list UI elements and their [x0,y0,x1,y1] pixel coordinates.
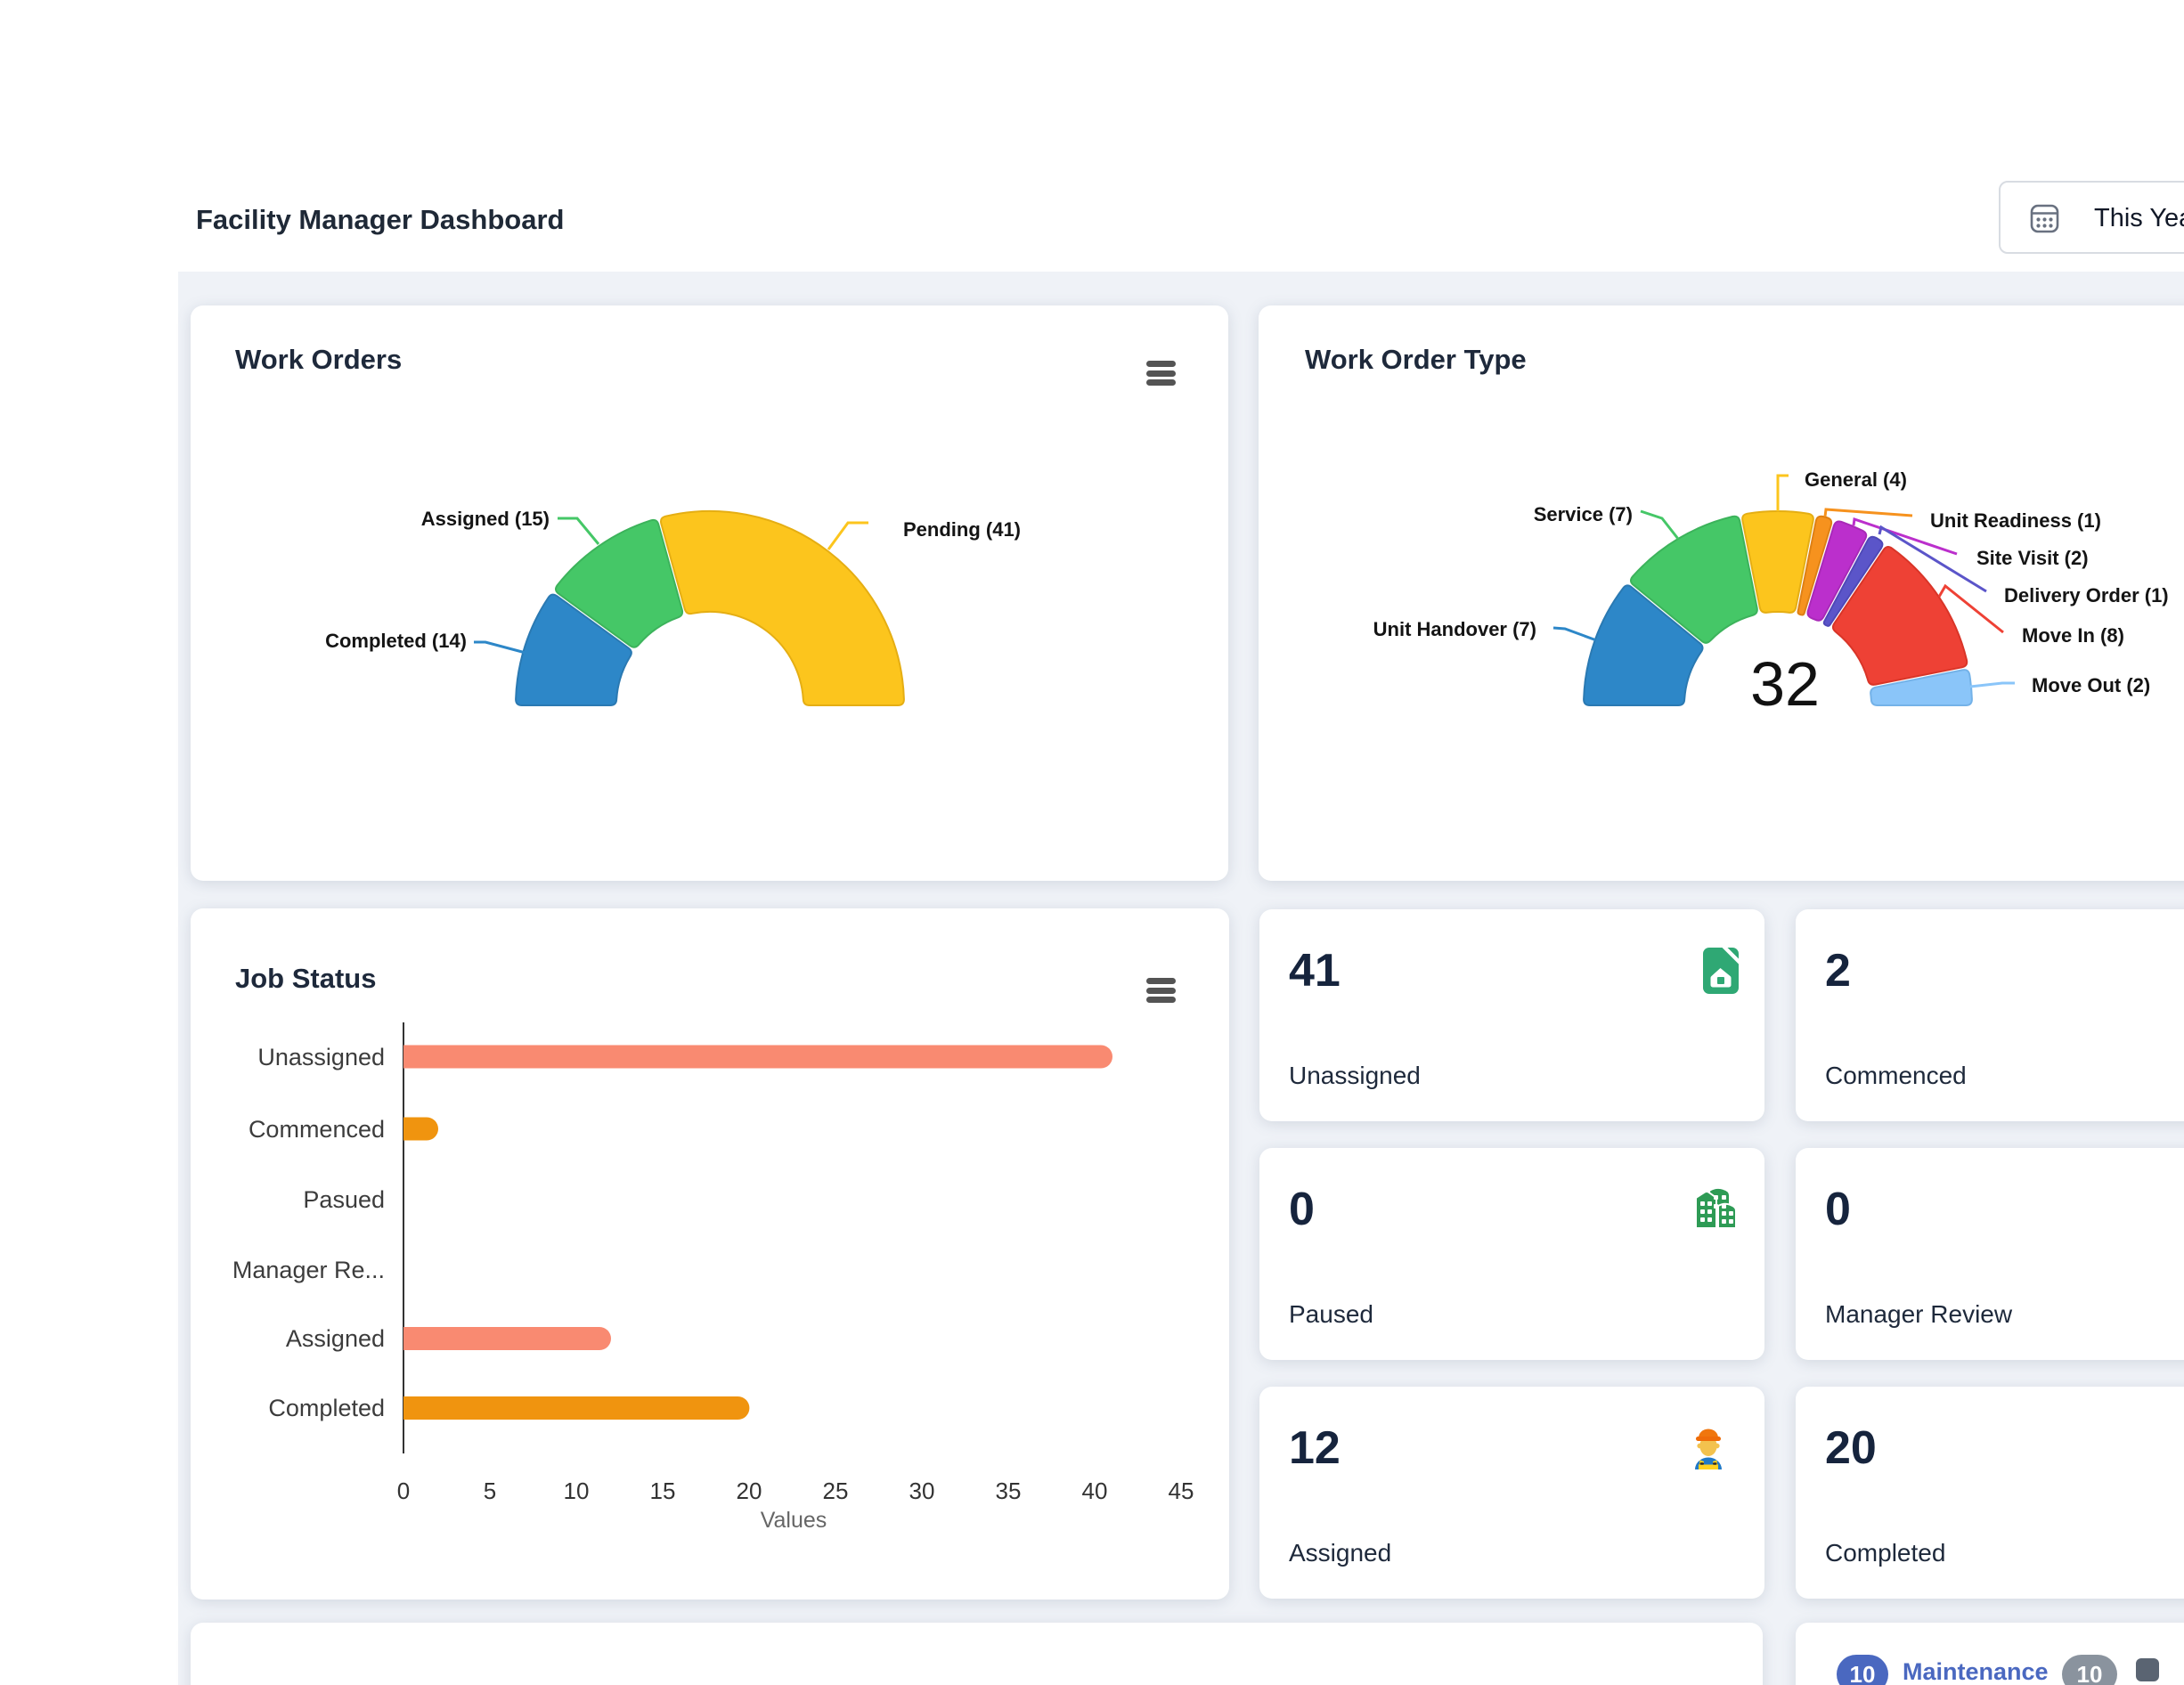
svg-text:Values: Values [761,1508,827,1533]
svg-text:Commenced: Commenced [249,1116,385,1143]
svg-text:15: 15 [650,1477,676,1504]
svg-text:Site Visit (2): Site Visit (2) [1976,547,2089,569]
svg-text:Service (7): Service (7) [1534,503,1633,525]
svg-text:Pending (41): Pending (41) [903,518,1021,541]
svg-text:Move Out (2): Move Out (2) [2032,674,2150,696]
svg-text:5: 5 [484,1477,496,1504]
svg-text:35: 35 [996,1477,1022,1504]
svg-text:Unit Handover (7): Unit Handover (7) [1373,618,1536,640]
svg-text:Manager Re...: Manager Re... [232,1257,385,1283]
svg-text:45: 45 [1169,1477,1194,1504]
svg-text:40: 40 [1082,1477,1108,1504]
svg-text:0: 0 [397,1477,410,1504]
svg-text:20: 20 [737,1477,762,1504]
svg-text:Unassigned: Unassigned [257,1044,385,1070]
svg-text:32: 32 [1750,649,1820,719]
svg-text:Assigned: Assigned [286,1325,385,1352]
svg-text:Completed: Completed [268,1395,385,1421]
svg-text:30: 30 [909,1477,935,1504]
svg-text:Unit Readiness (1): Unit Readiness (1) [1930,509,2101,532]
svg-text:25: 25 [823,1477,849,1504]
svg-text:Completed (14): Completed (14) [325,630,467,652]
svg-text:Pasued: Pasued [303,1186,385,1213]
svg-text:10: 10 [564,1477,590,1504]
svg-text:General (4): General (4) [1805,468,1907,491]
svg-text:Assigned (15): Assigned (15) [421,508,550,530]
svg-text:Delivery Order (1): Delivery Order (1) [2004,584,2169,606]
svg-text:Move In (8): Move In (8) [2022,624,2124,647]
